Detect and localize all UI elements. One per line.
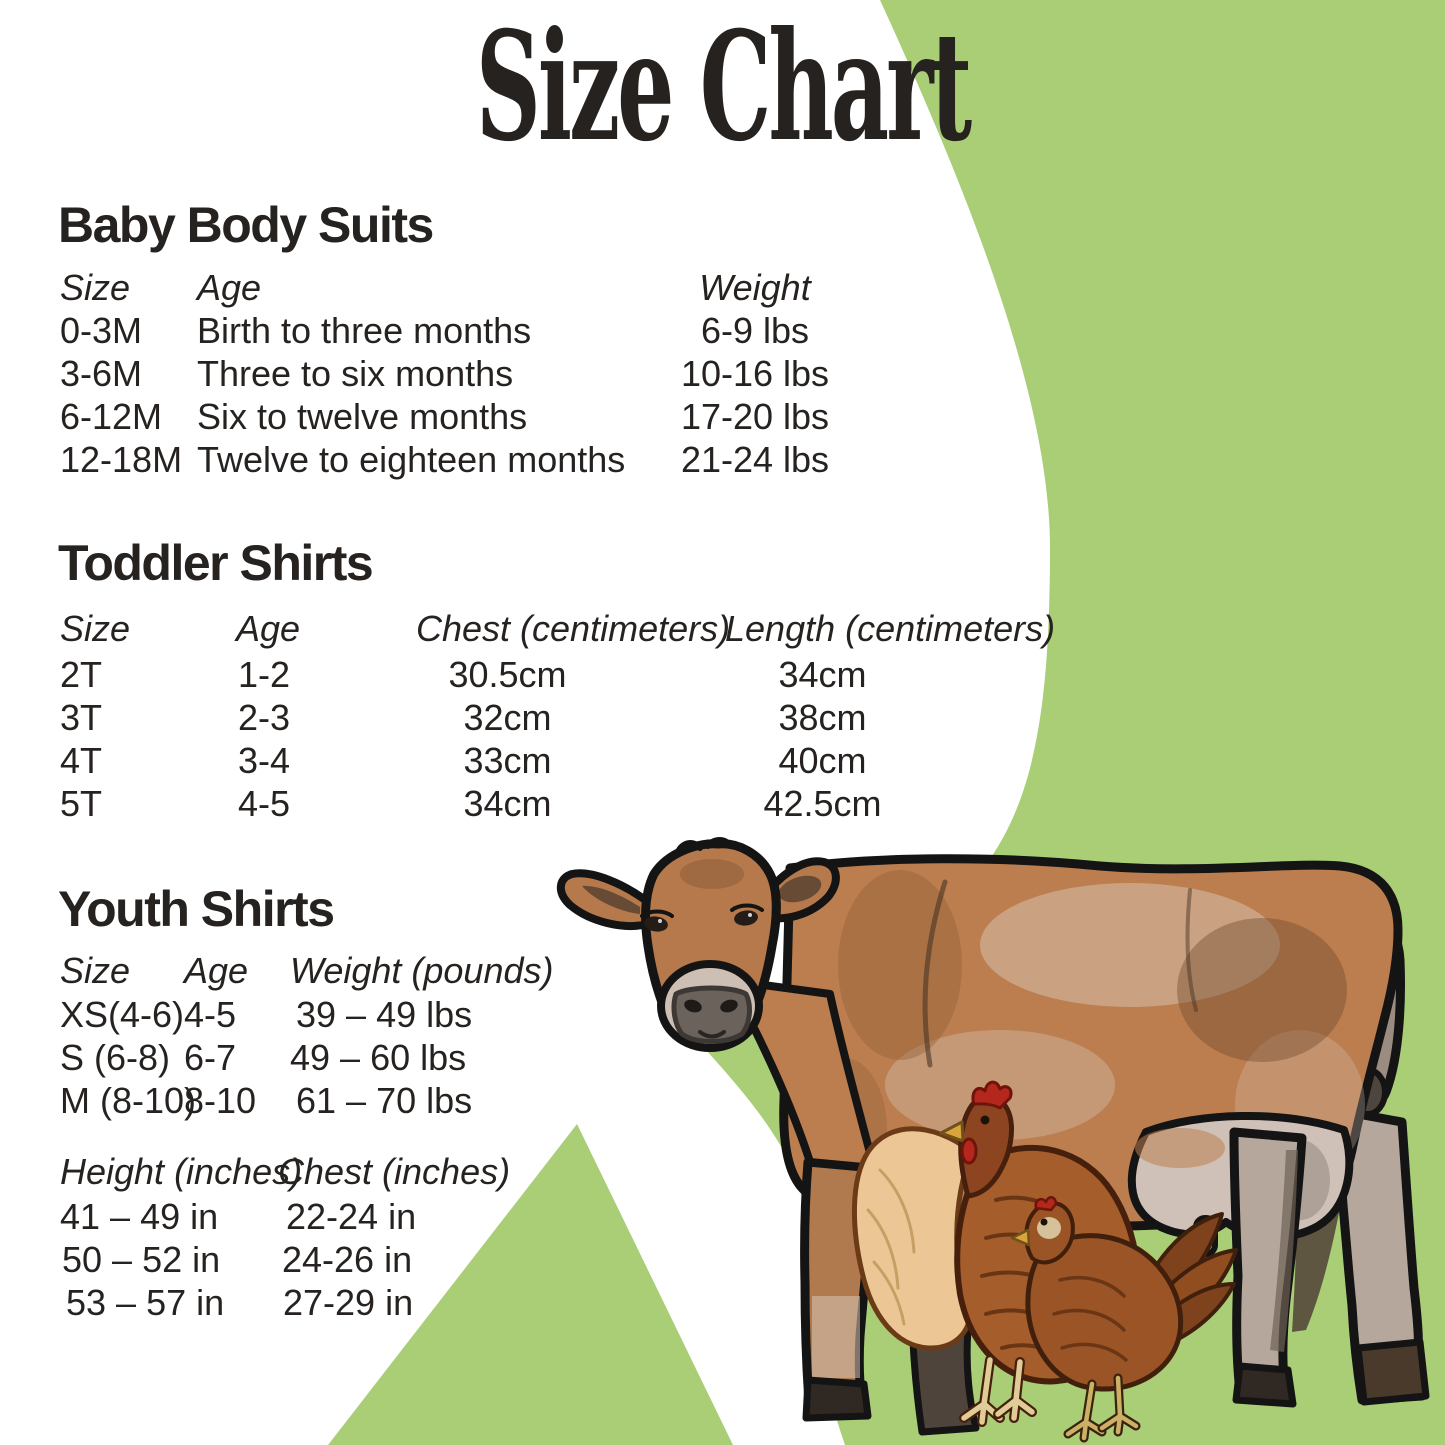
cow-front-leg-light bbox=[812, 1296, 860, 1378]
measure-cell-chest: 27-29 in bbox=[283, 1282, 414, 1323]
youth-header-weight: Weight (pounds) bbox=[290, 950, 554, 991]
baby-cell-size: 6-12M bbox=[60, 396, 163, 437]
cow-nostril bbox=[720, 999, 738, 1013]
cow-poll-tufts bbox=[675, 837, 733, 855]
measure-cell-chest: 22-24 in bbox=[286, 1196, 417, 1237]
white-background-blob bbox=[0, 0, 1050, 1445]
eye-glint bbox=[748, 913, 752, 917]
toddler-cell-size: 4T bbox=[60, 740, 103, 781]
toddler-cell-age: 3-4 bbox=[238, 740, 291, 781]
baby-cell-weight: 21-24 lbs bbox=[680, 439, 830, 480]
baby-cell-size: 3-6M bbox=[60, 353, 143, 394]
youth-cell-age: 6-7 bbox=[184, 1037, 237, 1078]
hen-fluff-texture bbox=[866, 1168, 916, 1326]
toddler-cell-age: 1-2 bbox=[238, 654, 291, 695]
hen-comb bbox=[971, 1080, 1013, 1110]
toddler-cell-chest: 33cm bbox=[463, 740, 552, 781]
toddler-cell-age: 4-5 bbox=[238, 783, 291, 824]
youth-cell-age: 8-10 bbox=[184, 1080, 257, 1121]
measure-cell-height: 41 – 49 in bbox=[60, 1196, 219, 1237]
baby-cell-weight: 17-20 lbs bbox=[680, 396, 830, 437]
cow-mouth bbox=[698, 1030, 726, 1039]
hen-beak bbox=[939, 1120, 965, 1143]
toddler-cell-length: 38cm bbox=[778, 697, 867, 738]
cow-nostril bbox=[684, 999, 702, 1013]
youth-cell-weight: 49 – 60 lbs bbox=[290, 1037, 467, 1078]
udder-patch bbox=[1135, 1128, 1225, 1168]
measure-header-height: Height (inches) bbox=[60, 1151, 303, 1192]
toddler-cell-size: 5T bbox=[60, 783, 103, 824]
cow-nose bbox=[671, 985, 752, 1044]
baby-cell-weight: 6-9 lbs bbox=[700, 310, 810, 351]
cow-brow-right bbox=[730, 903, 764, 912]
cow-forehead-patch bbox=[680, 859, 744, 889]
youth-cell-size: S (6-8) bbox=[60, 1037, 171, 1078]
toddler-header-age: Age bbox=[236, 608, 301, 649]
cow-ear-left-inner bbox=[582, 885, 640, 914]
page-title: Size Chart bbox=[475, 0, 972, 175]
baby-cell-size: 0-3M bbox=[60, 310, 143, 351]
youth-cell-size: XS(4-6) bbox=[60, 994, 185, 1035]
youth-header-size: Size bbox=[60, 950, 131, 991]
small-hen-illustration bbox=[1010, 1196, 1238, 1443]
cow-eye-left bbox=[644, 916, 668, 932]
baby-section-heading: Baby Body Suits bbox=[58, 197, 434, 253]
baby-cell-age: Birth to three months bbox=[197, 310, 532, 351]
baby-cell-age: Six to twelve months bbox=[197, 396, 528, 437]
toddler-cell-age: 2-3 bbox=[238, 697, 291, 738]
cow-rear-hoof-far bbox=[1354, 1338, 1430, 1406]
youth-cell-weight: 39 – 49 lbs bbox=[296, 994, 473, 1035]
toddler-section-heading: Toddler Shirts bbox=[58, 535, 374, 591]
pullet-face bbox=[1037, 1217, 1061, 1239]
toddler-cell-chest: 32cm bbox=[463, 697, 552, 738]
cow-head bbox=[556, 837, 840, 1052]
hen-wattle bbox=[960, 1137, 978, 1165]
youth-section-heading: Youth Shirts bbox=[58, 881, 335, 937]
measure-cell-height: 53 – 57 in bbox=[66, 1282, 225, 1323]
toddler-cell-size: 3T bbox=[60, 697, 103, 738]
hen-legs bbox=[959, 1355, 1037, 1427]
toddler-header-chest: Chest (centimeters) bbox=[416, 608, 731, 649]
pullet-comb bbox=[1034, 1196, 1058, 1212]
cow-front-hoof-near bbox=[802, 1376, 872, 1422]
toddler-cell-length: 42.5cm bbox=[763, 783, 882, 824]
baby-cell-age: Twelve to eighteen months bbox=[197, 439, 626, 480]
pullet-feather-texture bbox=[1052, 1276, 1128, 1362]
toddler-cell-size: 2T bbox=[60, 654, 103, 695]
youth-cell-size: M (8-10) bbox=[60, 1080, 197, 1121]
baby-header-weight: Weight bbox=[699, 267, 811, 308]
youth-header-age: Age bbox=[184, 950, 249, 991]
baby-cell-weight: 10-16 lbs bbox=[680, 353, 830, 394]
cow-brow-left bbox=[640, 909, 674, 918]
pullet-beak bbox=[1010, 1228, 1031, 1247]
eye-glint bbox=[658, 919, 662, 923]
toddler-cell-length: 40cm bbox=[778, 740, 867, 781]
pullet-eye bbox=[1040, 1218, 1048, 1226]
toddler-cell-chest: 34cm bbox=[463, 783, 552, 824]
measure-header-chest: Chest (inches) bbox=[278, 1151, 511, 1192]
baby-header-size: Size bbox=[60, 267, 131, 308]
baby-cell-age: Three to six months bbox=[197, 353, 514, 394]
toddler-cell-chest: 30.5cm bbox=[448, 654, 567, 695]
hen-eye bbox=[980, 1115, 990, 1125]
pullet-body bbox=[1025, 1233, 1184, 1392]
toddler-header-length: Length (centimeters) bbox=[725, 608, 1056, 649]
baby-cell-size: 12-18M bbox=[60, 439, 183, 480]
cow-ear-right-inner bbox=[778, 875, 822, 903]
toddler-header-size: Size bbox=[60, 608, 131, 649]
baby-header-age: Age bbox=[197, 267, 262, 308]
cow-eye-right bbox=[734, 910, 758, 926]
cow-rear-leg-shade bbox=[1270, 1150, 1298, 1352]
pullet-legs bbox=[1063, 1373, 1141, 1443]
cow-rear-hoof-near bbox=[1232, 1362, 1297, 1408]
measure-cell-height: 50 – 52 in bbox=[62, 1239, 221, 1280]
youth-cell-weight: 61 – 70 lbs bbox=[296, 1080, 473, 1121]
measure-cell-chest: 24-26 in bbox=[282, 1239, 413, 1280]
toddler-cell-length: 34cm bbox=[778, 654, 867, 695]
youth-cell-age: 4-5 bbox=[184, 994, 237, 1035]
